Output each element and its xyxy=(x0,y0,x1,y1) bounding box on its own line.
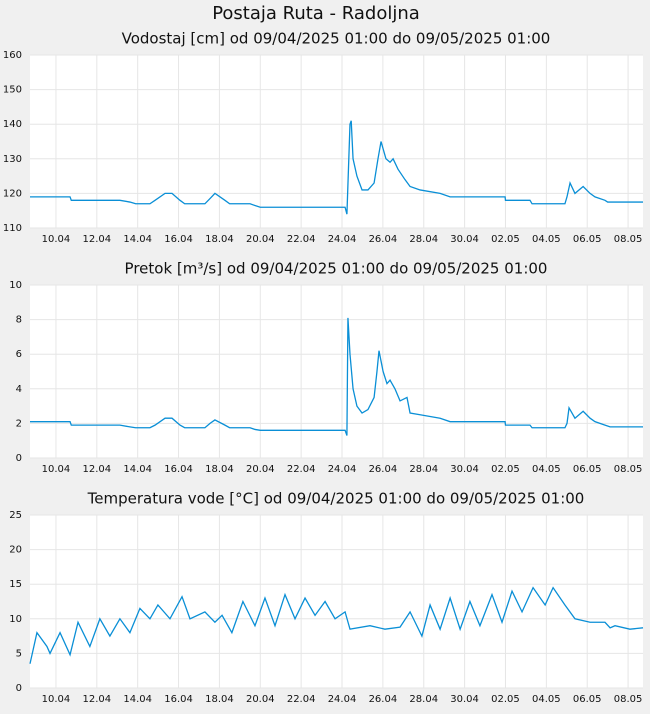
x-tick-label: 26.04 xyxy=(369,694,398,705)
x-tick-label: 24.04 xyxy=(328,234,357,245)
x-tick-label: 26.04 xyxy=(369,234,398,245)
x-tick-label: 12.04 xyxy=(82,464,111,475)
y-tick-label: 120 xyxy=(3,188,22,199)
y-tick-label: 20 xyxy=(9,545,22,556)
x-tick-label: 06.05 xyxy=(573,234,602,245)
y-tick-label: 10 xyxy=(9,614,22,625)
x-tick-label: 30.04 xyxy=(450,234,479,245)
y-tick-label: 4 xyxy=(16,384,22,395)
x-tick-label: 16.04 xyxy=(164,234,193,245)
data-line xyxy=(30,317,643,436)
x-tick-label: 08.05 xyxy=(614,694,643,705)
y-tick-label: 2 xyxy=(16,418,22,429)
chart-title: Vodostaj [cm] od 09/04/2025 01:00 do 09/… xyxy=(122,30,551,48)
x-tick-label: 12.04 xyxy=(82,694,111,705)
data-line xyxy=(29,586,644,664)
x-tick-label: 04.05 xyxy=(532,234,561,245)
x-tick-label: 04.05 xyxy=(532,464,561,475)
x-tick-label: 04.05 xyxy=(532,694,561,705)
x-tick-label: 16.04 xyxy=(164,464,193,475)
x-tick-label: 10.04 xyxy=(42,234,71,245)
page-title: Postaja Ruta - Radoljna xyxy=(212,3,420,24)
y-tick-label: 10 xyxy=(9,280,22,291)
x-tick-label: 06.05 xyxy=(573,464,602,475)
x-tick-label: 20.04 xyxy=(246,234,275,245)
y-tick-label: 160 xyxy=(3,50,22,61)
x-tick-label: 06.05 xyxy=(573,694,602,705)
x-tick-label: 18.04 xyxy=(205,464,234,475)
x-tick-label: 18.04 xyxy=(205,694,234,705)
x-tick-label: 28.04 xyxy=(409,694,438,705)
x-tick-label: 20.04 xyxy=(246,694,275,705)
x-tick-label: 20.04 xyxy=(246,464,275,475)
x-tick-label: 18.04 xyxy=(205,234,234,245)
x-tick-label: 14.04 xyxy=(123,464,152,475)
chart-title: Temperatura vode [°C] od 09/04/2025 01:0… xyxy=(87,490,585,508)
y-tick-label: 8 xyxy=(16,315,22,326)
x-tick-label: 02.05 xyxy=(491,234,520,245)
x-tick-label: 16.04 xyxy=(164,694,193,705)
x-tick-label: 08.05 xyxy=(614,234,643,245)
y-tick-label: 0 xyxy=(16,453,22,464)
y-tick-label: 15 xyxy=(9,579,22,590)
x-tick-label: 08.05 xyxy=(614,464,643,475)
x-tick-label: 02.05 xyxy=(491,464,520,475)
x-tick-label: 02.05 xyxy=(491,694,520,705)
y-tick-label: 0 xyxy=(16,683,22,694)
y-tick-label: 25 xyxy=(9,510,22,521)
y-tick-label: 130 xyxy=(3,154,22,165)
x-tick-label: 24.04 xyxy=(328,464,357,475)
x-tick-label: 28.04 xyxy=(409,234,438,245)
y-tick-label: 150 xyxy=(3,85,22,96)
data-line xyxy=(30,120,643,215)
plot-area xyxy=(30,55,643,228)
x-tick-label: 22.04 xyxy=(287,234,316,245)
y-tick-label: 110 xyxy=(3,223,22,234)
y-tick-label: 6 xyxy=(16,349,22,360)
x-tick-label: 14.04 xyxy=(123,694,152,705)
y-tick-label: 140 xyxy=(3,119,22,130)
x-tick-label: 24.04 xyxy=(328,694,357,705)
x-tick-label: 22.04 xyxy=(287,694,316,705)
y-tick-label: 5 xyxy=(16,648,22,659)
x-tick-label: 10.04 xyxy=(42,464,71,475)
chart-title: Pretok [m³/s] od 09/04/2025 01:00 do 09/… xyxy=(125,260,548,278)
x-tick-label: 22.04 xyxy=(287,464,316,475)
x-tick-label: 30.04 xyxy=(450,694,479,705)
plot-area xyxy=(30,515,643,688)
x-tick-label: 10.04 xyxy=(42,694,71,705)
x-tick-label: 12.04 xyxy=(82,234,111,245)
x-tick-label: 14.04 xyxy=(123,234,152,245)
x-tick-label: 26.04 xyxy=(369,464,398,475)
x-tick-label: 30.04 xyxy=(450,464,479,475)
x-tick-label: 28.04 xyxy=(409,464,438,475)
plot-area xyxy=(30,285,643,458)
